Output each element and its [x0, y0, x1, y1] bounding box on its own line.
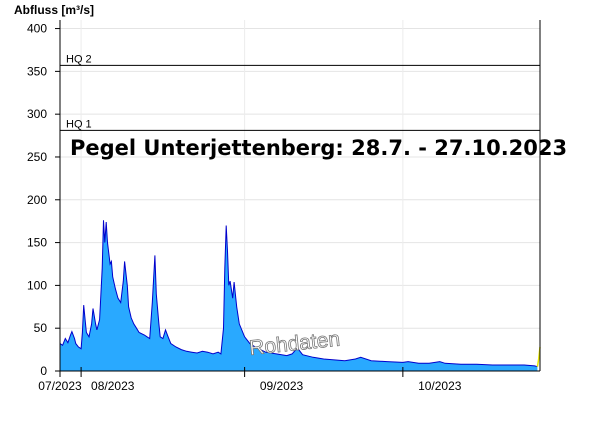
x-axis-ticks: 07/2023 08/2023 09/2023 10/2023: [38, 367, 462, 393]
y-tick-label-0: 0: [40, 364, 47, 378]
discharge-fill: [60, 220, 538, 371]
y-axis-ticks: 0 50 100 150 200 250 300 350 400: [27, 22, 60, 378]
y-tick-label-250: 250: [27, 150, 47, 164]
y-axis-label: Abfluss [m³/s]: [14, 3, 94, 17]
y-tick-label-100: 100: [27, 278, 47, 292]
x-tick-label-3: 10/2023: [418, 379, 462, 393]
gridlines: [60, 20, 540, 371]
threshold-label-hq2: HQ 2: [66, 53, 92, 65]
y-tick-label-400: 400: [27, 22, 47, 36]
threshold-label-hq1: HQ 1: [66, 118, 92, 130]
y-tick-label-350: 350: [27, 64, 47, 78]
x-tick-label-2: 09/2023: [260, 379, 304, 393]
threshold-lines: HQ 1 HQ 2: [60, 53, 540, 131]
chart-title: Pegel Unterjettenberg: 28.7. - 27.10.202…: [70, 136, 567, 160]
y-tick-label-300: 300: [27, 107, 47, 121]
y-tick-label-150: 150: [27, 236, 47, 250]
watermark-rohdaten: Rohdaten: [248, 328, 341, 360]
y-tick-label-50: 50: [34, 321, 48, 335]
x-tick-label-1: 08/2023: [91, 379, 135, 393]
x-tick-label-0: 07/2023: [38, 379, 82, 393]
axes: [59, 20, 541, 372]
y-tick-label-200: 200: [27, 193, 47, 207]
discharge-line: [59, 220, 538, 368]
